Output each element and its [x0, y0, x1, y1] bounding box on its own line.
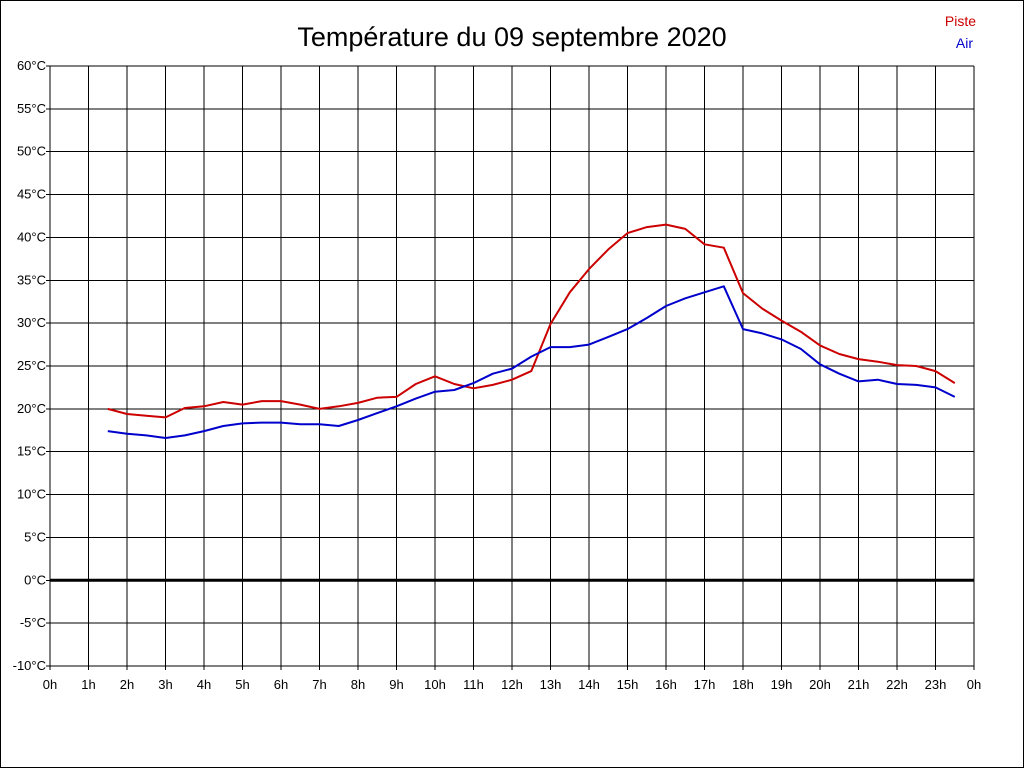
- x-tick-label: 10h: [424, 677, 446, 692]
- x-tick-label: 13h: [540, 677, 562, 692]
- x-tick-label: 14h: [578, 677, 600, 692]
- series-layer: [107, 223, 956, 439]
- x-tick-label: 4h: [197, 677, 211, 692]
- x-tick-label: 23h: [925, 677, 947, 692]
- x-tick-label: 17h: [694, 677, 716, 692]
- x-tick-label: 5h: [235, 677, 249, 692]
- x-tick-label: 22h: [886, 677, 908, 692]
- series-line-air: [107, 285, 956, 439]
- x-tick-label: 1h: [81, 677, 95, 692]
- y-tick-label: 25°C: [17, 358, 46, 373]
- y-tick-label: 15°C: [17, 444, 46, 459]
- y-tick-label: 5°C: [24, 529, 46, 544]
- x-tick-label: 2h: [120, 677, 134, 692]
- x-axis-ticks: 0h 1h 2h 3h 4h 5h 6h 7h 8h 9h 10h 11h 12h 13h 14h 15h 16…: [43, 666, 981, 692]
- y-tick-label: 30°C: [17, 315, 46, 330]
- x-tick-label: 20h: [809, 677, 831, 692]
- x-tick-label: 0h: [43, 677, 57, 692]
- x-tick-label: 12h: [501, 677, 523, 692]
- x-tick-label: 19h: [771, 677, 793, 692]
- y-tick-label: 60°C: [17, 58, 46, 73]
- x-tick-label: 6h: [274, 677, 288, 692]
- chart-title: Température du 09 septembre 2020: [297, 22, 726, 52]
- y-tick-label: -10°C: [13, 658, 46, 673]
- y-tick-label: 50°C: [17, 144, 46, 159]
- y-tick-label: -5°C: [20, 615, 46, 630]
- grid: [49, 65, 975, 667]
- y-tick-label: 35°C: [17, 272, 46, 287]
- x-tick-label: 15h: [617, 677, 639, 692]
- x-tick-label: 21h: [848, 677, 870, 692]
- y-tick-label: 45°C: [17, 187, 46, 202]
- y-tick-label: 40°C: [17, 229, 46, 244]
- x-tick-label: 8h: [351, 677, 365, 692]
- series-line-piste: [107, 223, 956, 419]
- x-tick-label: 11h: [463, 677, 484, 692]
- y-tick-label: 10°C: [17, 487, 46, 502]
- x-tick-label: 0h: [967, 677, 981, 692]
- x-tick-label: 7h: [312, 677, 326, 692]
- x-tick-label: 9h: [389, 677, 403, 692]
- y-tick-label: 0°C: [24, 572, 46, 587]
- y-tick-label: 20°C: [17, 401, 46, 416]
- x-tick-label: 3h: [158, 677, 172, 692]
- y-tick-label: 55°C: [17, 101, 46, 116]
- x-tick-label: 16h: [655, 677, 677, 692]
- x-tick-label: 18h: [732, 677, 754, 692]
- legend: Piste Air: [945, 13, 976, 51]
- legend-entry-air: Air: [956, 35, 973, 51]
- legend-entry-piste: Piste: [945, 13, 976, 29]
- y-axis-ticks: -10°C -5°C 0°C 5°C 10°C 15°C 20°C 25°C 30°C 35°C 4…: [13, 58, 50, 673]
